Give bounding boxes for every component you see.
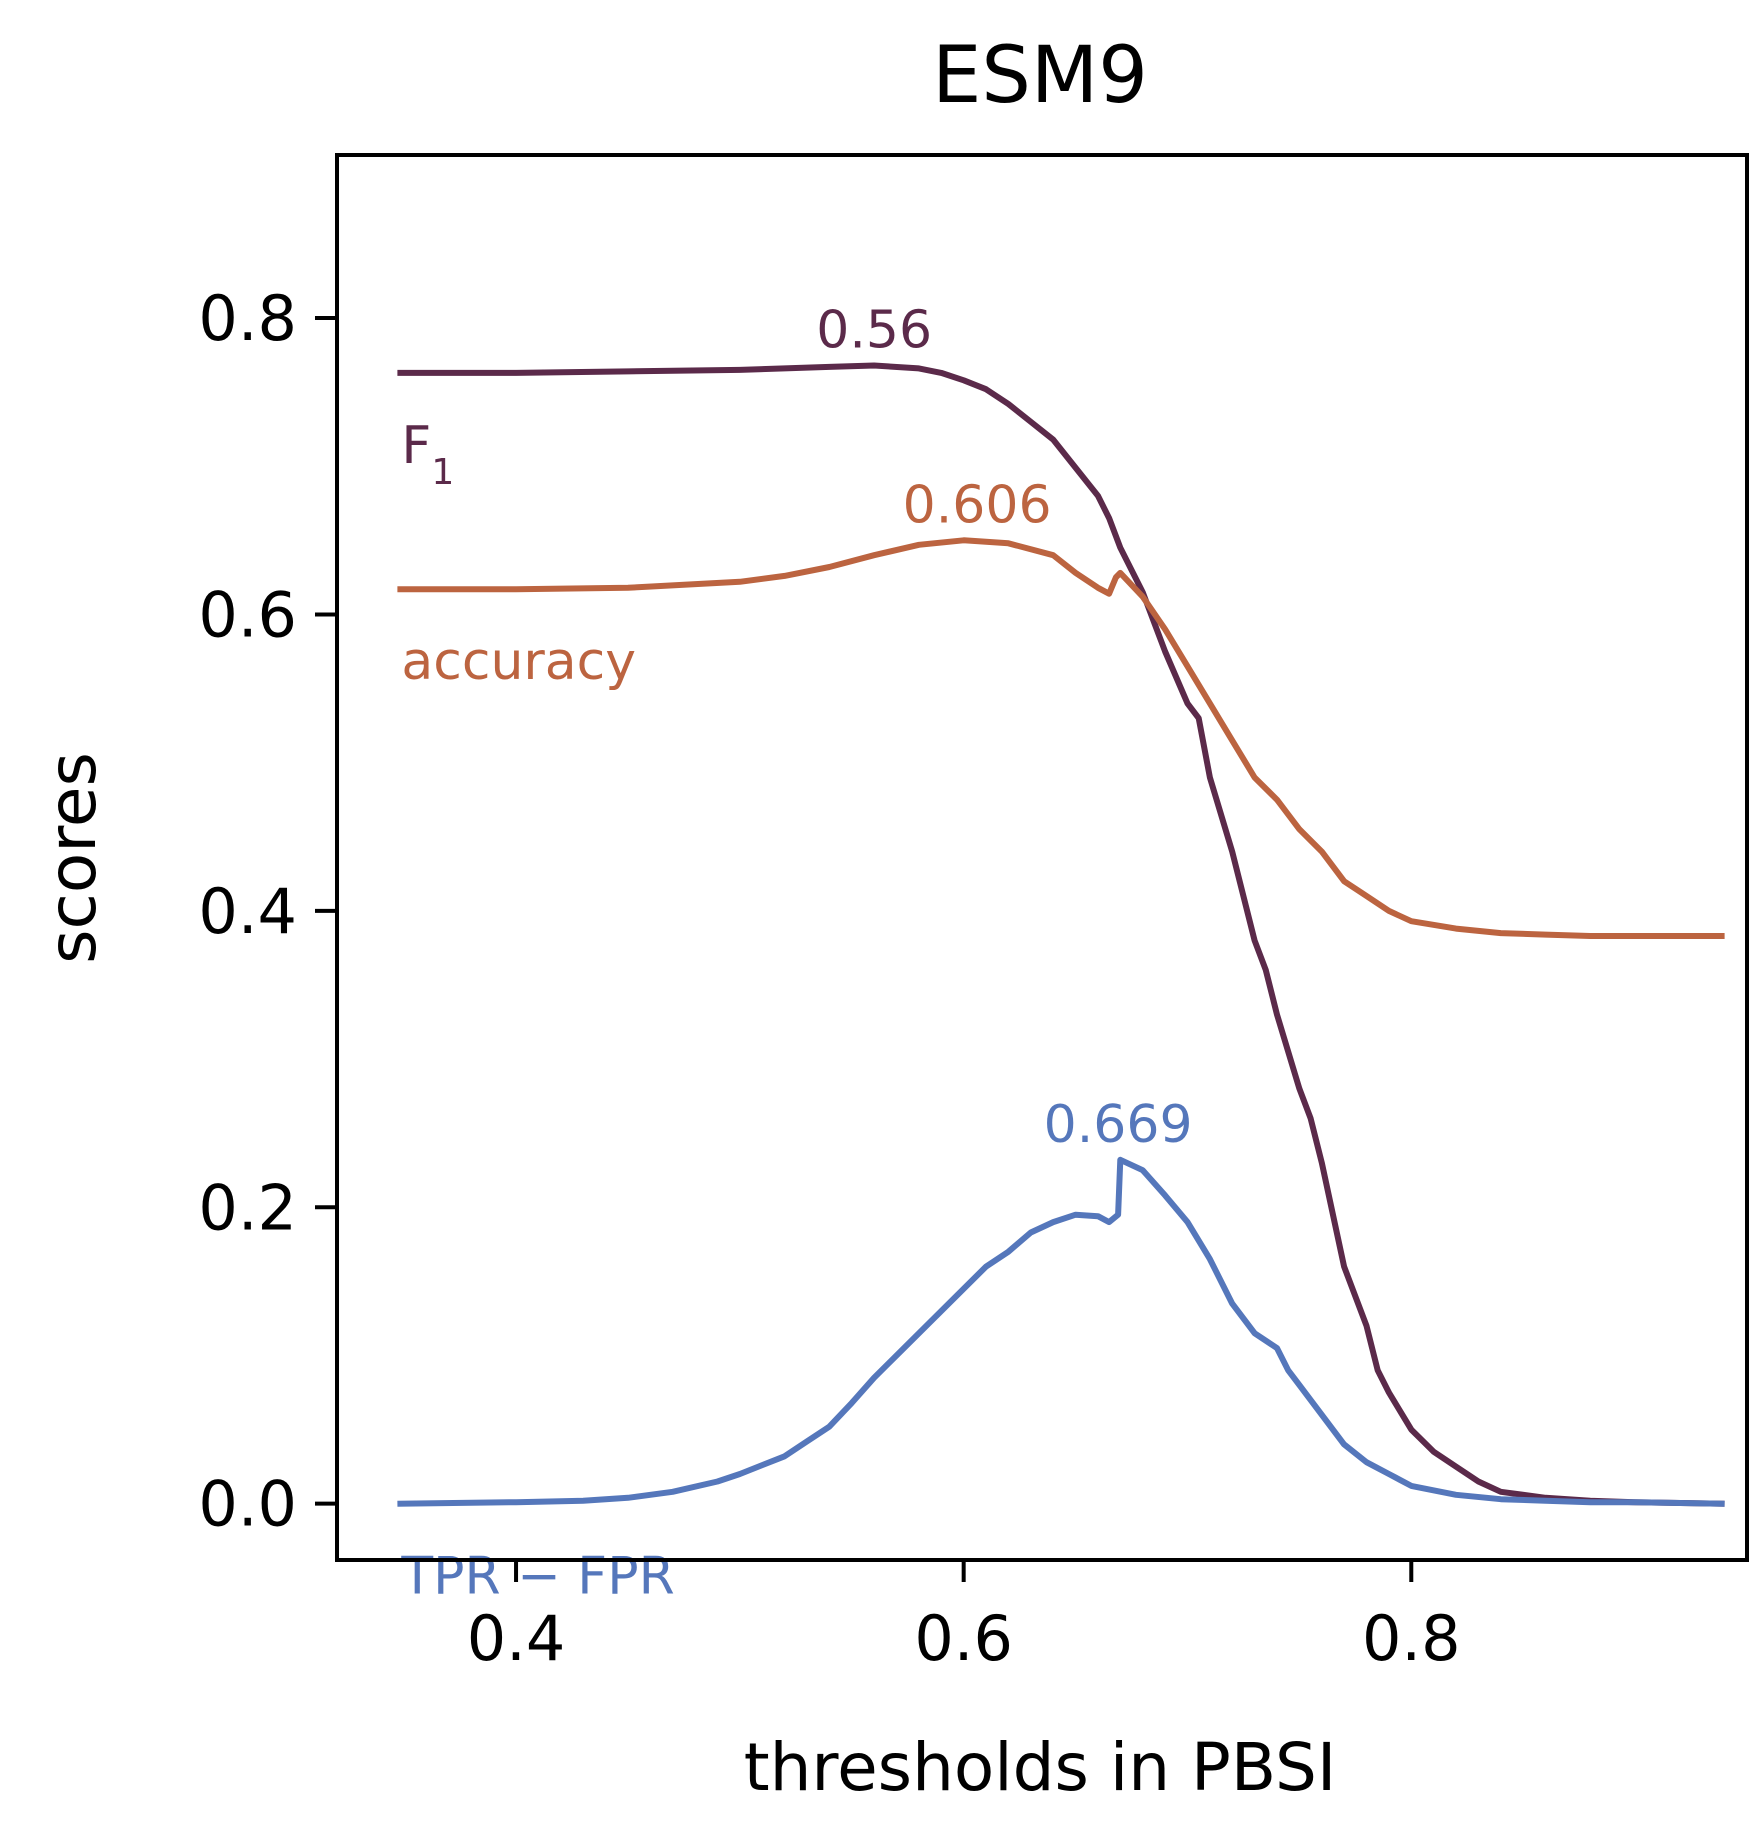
x-tick-label: 0.6 (914, 1602, 1013, 1675)
series-name-label: accuracy (401, 632, 636, 692)
series-line-2 (397, 1156, 1725, 1507)
x-axis: 0.4 0.6 0.8 (467, 1560, 1461, 1675)
x-tick-label: 0.4 (467, 1602, 566, 1675)
x-axis-label: thresholds in PBSI (744, 1729, 1337, 1806)
y-tick-label: 0.0 (198, 1468, 297, 1541)
series-name-subscript: 1 (431, 451, 454, 492)
x-tick-label: 0.8 (1362, 1602, 1461, 1675)
chart-title: ESM9 (932, 31, 1148, 121)
plot-area: F1 0.56 accuracy 0.606 TPR − FPR 0.669 (397, 300, 1725, 1607)
y-axis: 0.0 0.2 0.4 0.6 0.8 (198, 282, 337, 1541)
series-line-1 (397, 537, 1725, 939)
plot-frame (335, 153, 1749, 1562)
series-name-label: TPR − FPR (400, 1547, 674, 1607)
y-tick-label: 0.6 (198, 578, 297, 651)
y-axis-label: scores (34, 752, 111, 964)
y-tick-label: 0.4 (198, 875, 297, 948)
series-name-label: F1 (401, 416, 454, 493)
y-tick-label: 0.8 (198, 282, 297, 355)
peak-value-label: 0.669 (1044, 1095, 1193, 1155)
y-tick-label: 0.2 (198, 1171, 297, 1244)
peak-value-label: 0.56 (816, 300, 932, 360)
peak-value-label: 0.606 (903, 475, 1052, 535)
series-line-0 (397, 362, 1725, 1507)
